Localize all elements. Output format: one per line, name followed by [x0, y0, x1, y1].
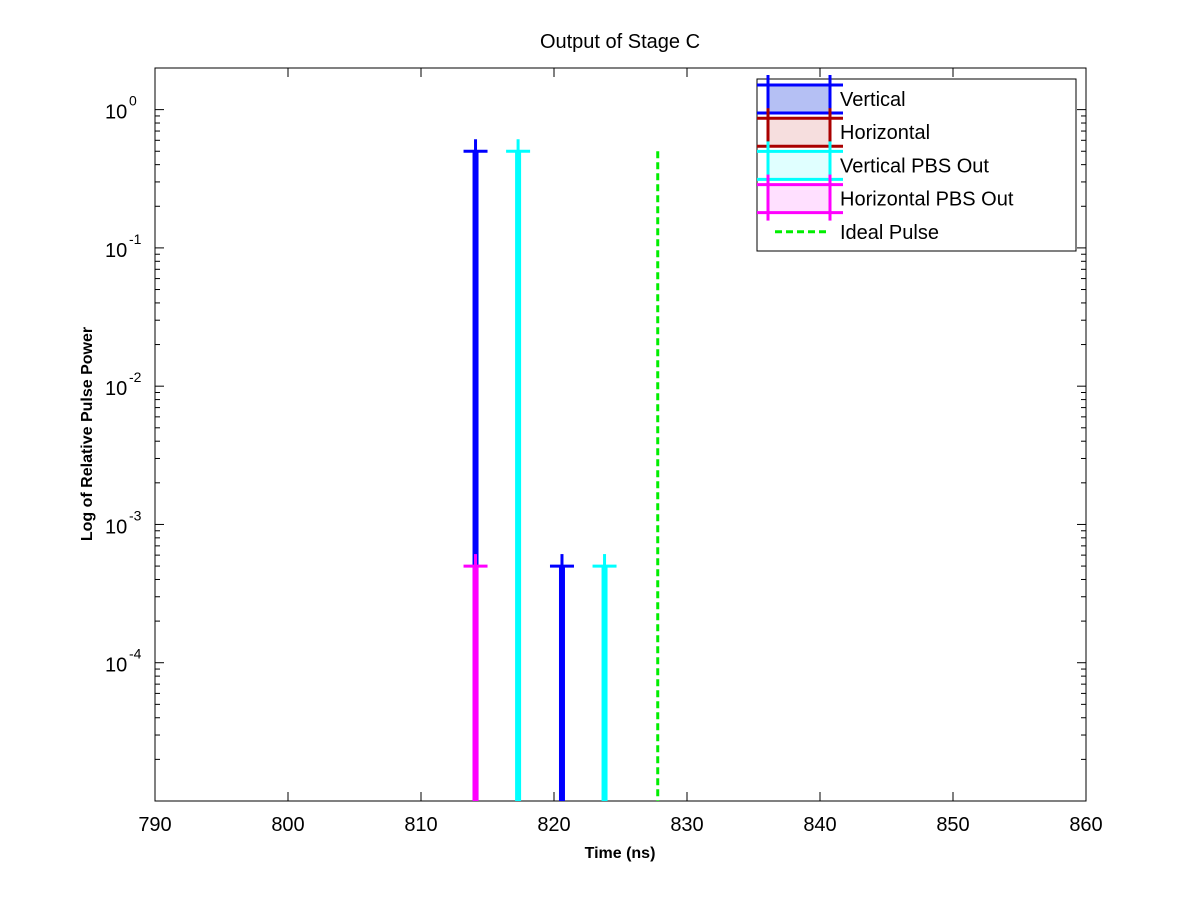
y-tick-label: 10 — [105, 102, 127, 124]
legend-label: Vertical — [840, 89, 906, 111]
y-tick-exponent: -2 — [129, 369, 142, 385]
legend-label: Ideal Pulse — [840, 222, 939, 244]
legend-label: Vertical PBS Out — [840, 155, 989, 177]
legend-swatch — [768, 118, 830, 147]
chart-title: Output of Stage C — [540, 31, 700, 53]
x-tick-label: 800 — [271, 814, 304, 836]
plot-area: 790 800 810 820 830 840 850 86010010-110-210-31… — [105, 67, 1103, 836]
y-tick-exponent: -3 — [129, 507, 142, 523]
y-tick-label: 10 — [105, 240, 127, 262]
x-tick-label: 790 — [138, 814, 171, 836]
y-axis-label: Log of Relative Pulse Power — [79, 327, 96, 541]
x-tick-label: 830 — [670, 814, 703, 836]
plot-frame — [154, 67, 1087, 802]
legend-swatch — [768, 184, 830, 213]
legend-label: Horizontal — [840, 122, 930, 144]
y-tick-exponent: -1 — [129, 231, 142, 247]
y-tick-label: 10 — [105, 516, 127, 538]
y-tick-label: 10 — [105, 378, 127, 400]
y-tick-exponent: 0 — [129, 93, 137, 109]
legend-swatch — [768, 151, 830, 180]
x-axis-label: Time (ns) — [585, 845, 656, 862]
legend-swatch — [768, 85, 830, 113]
x-tick-label: 840 — [803, 814, 836, 836]
legend: Vertical Horizontal Vertical PBS Out Horizo… — [756, 75, 1077, 252]
x-tick-label: 820 — [537, 814, 570, 836]
x-tick-label: 810 — [404, 814, 437, 836]
x-tick-label: 860 — [1069, 814, 1102, 836]
x-tick-label: 850 — [936, 814, 969, 836]
legend-label: Horizontal PBS Out — [840, 189, 1014, 211]
y-tick-label: 10 — [105, 655, 127, 677]
y-tick-exponent: -4 — [129, 646, 142, 662]
